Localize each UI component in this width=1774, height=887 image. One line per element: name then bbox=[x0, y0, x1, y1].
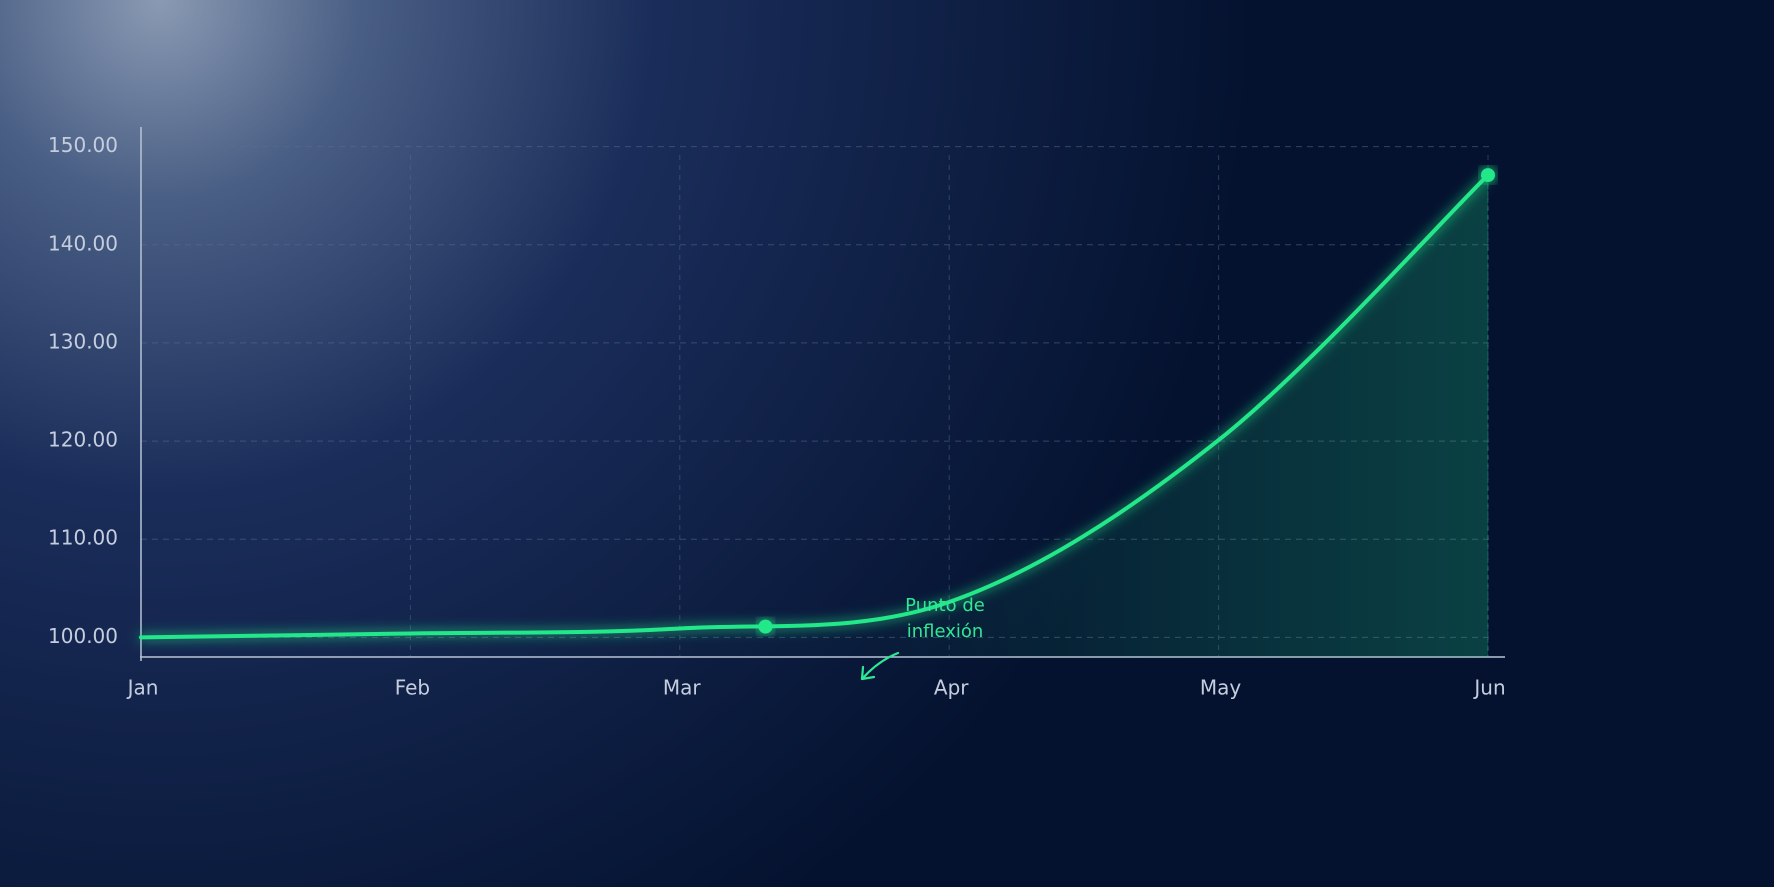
inflection-point bbox=[758, 619, 773, 634]
area-fill bbox=[141, 175, 1488, 657]
y-tick-label: 130.00 bbox=[48, 329, 118, 353]
annotation-arrow bbox=[860, 651, 900, 681]
y-tick-label: 110.00 bbox=[48, 526, 118, 550]
x-tick-label: May bbox=[1200, 676, 1242, 700]
x-tick-label: Mar bbox=[663, 676, 702, 700]
y-tick-label: 150.00 bbox=[48, 133, 118, 157]
annotation-text: inflexión bbox=[907, 621, 984, 642]
y-tick-label: 100.00 bbox=[48, 624, 118, 648]
line-series bbox=[139, 173, 1490, 640]
x-tick-label: Jan bbox=[126, 676, 159, 700]
y-tick-label: 120.00 bbox=[48, 428, 118, 452]
x-tick-label: Jun bbox=[1472, 676, 1505, 700]
end-point bbox=[1481, 168, 1495, 183]
plot-area: 100.00 110.00 120.00 130.00 140.00 150.00 Jan F… bbox=[48, 127, 1506, 700]
y-tick-label: 140.00 bbox=[48, 231, 118, 255]
annotation-text: Punto de bbox=[905, 595, 985, 616]
x-tick-label: Apr bbox=[934, 676, 969, 700]
x-tick-label: Feb bbox=[395, 676, 430, 700]
